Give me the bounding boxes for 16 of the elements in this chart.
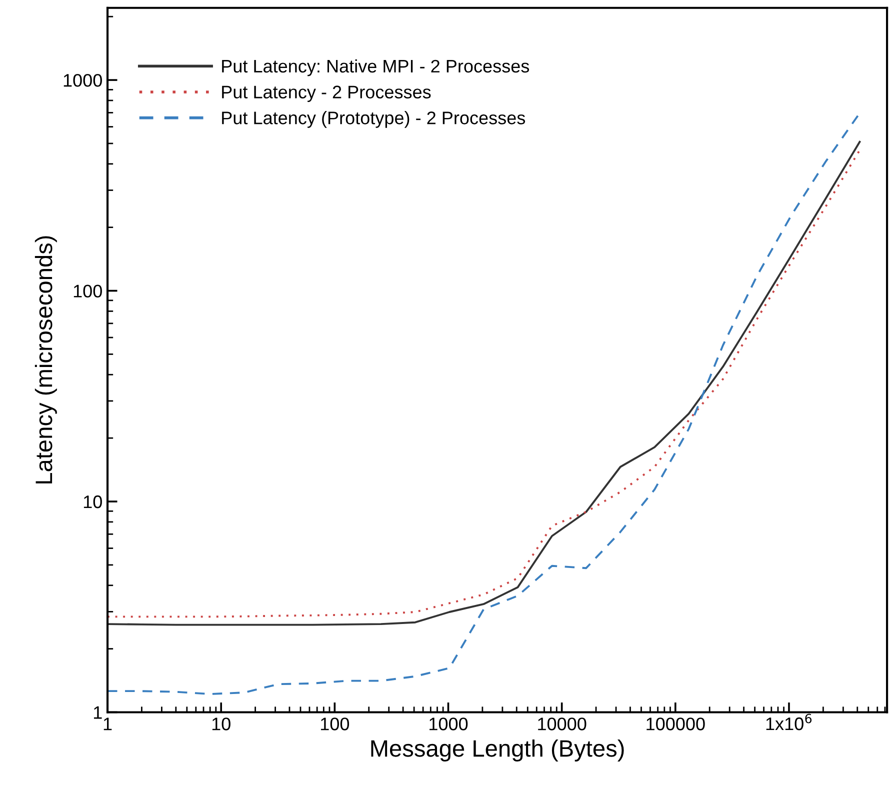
y-axis-title: Latency (microseconds) (34, 236, 57, 484)
x-tick-label: 1 (104, 718, 112, 730)
legend-label: Put Latency (Prototype) - 2 Processes (222, 111, 526, 128)
y-tick-label: 1 (94, 706, 102, 719)
x-tick-label: 100 (320, 718, 350, 730)
x-tick-label: 1000 (430, 718, 468, 730)
x-tick-label: 10000 (538, 718, 586, 730)
x-axis-title: Message Length (Bytes) (371, 739, 624, 762)
y-tick-label: 100 (74, 284, 102, 298)
x-tick-label: 10 (212, 718, 230, 730)
legend-label: Put Latency: Native MPI - 2 Processes (222, 59, 530, 76)
y-tick-label: 10 (84, 495, 102, 508)
x-tick-label: 1x10$^{6}$ (766, 714, 812, 730)
y-tick-label: 1000 (64, 74, 102, 87)
x-tick-label: 100000 (646, 718, 705, 730)
legend-label: Put Latency - 2 Processes (222, 86, 431, 102)
